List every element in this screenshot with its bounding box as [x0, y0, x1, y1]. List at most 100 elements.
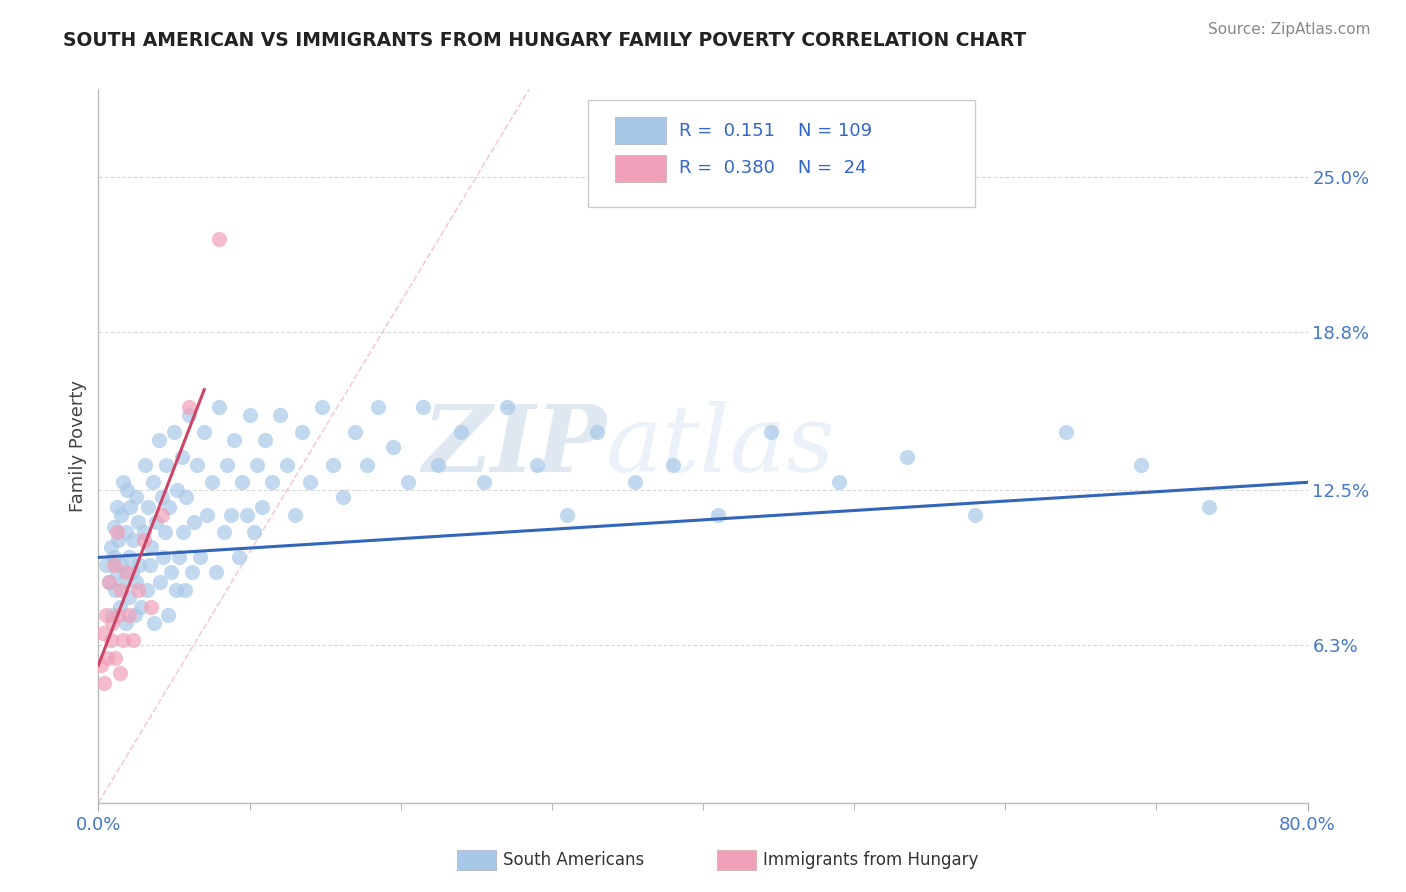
Point	[250, 500, 273, 515]
Point	[122, 533, 145, 547]
Point	[118, 607, 141, 622]
Point	[108, 600, 131, 615]
Point	[291, 425, 314, 440]
Point	[122, 633, 145, 648]
Text: SOUTH AMERICAN VS IMMIGRANTS FROM HUNGARY FAMILY POVERTY CORRELATION CHART: SOUTH AMERICAN VS IMMIGRANTS FROM HUNGAR…	[63, 31, 1026, 50]
Point	[235, 508, 257, 522]
Point	[311, 400, 333, 414]
Point	[127, 516, 149, 530]
Point	[243, 525, 266, 540]
Point	[125, 491, 148, 505]
Point	[450, 425, 472, 440]
Point	[179, 400, 201, 414]
Text: R =  0.380    N =  24: R = 0.380 N = 24	[679, 159, 866, 177]
Point	[246, 458, 269, 472]
Point	[555, 508, 578, 522]
Point	[170, 450, 193, 465]
Point	[112, 575, 135, 590]
Point	[221, 508, 243, 522]
Text: R =  0.151    N = 109: R = 0.151 N = 109	[679, 121, 872, 139]
Point	[1198, 500, 1220, 515]
Point	[118, 550, 141, 565]
Point	[1054, 425, 1077, 440]
Point	[150, 491, 173, 505]
Point	[100, 633, 122, 648]
Point	[299, 475, 322, 490]
Y-axis label: Family Poverty: Family Poverty	[69, 380, 87, 512]
Point	[707, 508, 730, 522]
Point	[193, 425, 215, 440]
Point	[110, 558, 132, 572]
Point	[186, 458, 208, 472]
Point	[152, 550, 174, 565]
Text: atlas: atlas	[606, 401, 835, 491]
Point	[93, 675, 115, 690]
Point	[142, 475, 165, 490]
Point	[382, 440, 405, 454]
Point	[179, 408, 201, 422]
Point	[125, 575, 148, 590]
Point	[344, 425, 367, 440]
Point	[253, 433, 276, 447]
Point	[111, 475, 134, 490]
Point	[166, 483, 188, 497]
Point	[239, 408, 262, 422]
Point	[208, 400, 231, 414]
Point	[156, 607, 179, 622]
Point	[174, 491, 197, 505]
Point	[100, 541, 122, 555]
Point	[94, 558, 117, 572]
Bar	[614, 117, 665, 145]
Point	[526, 458, 548, 472]
Point	[110, 508, 132, 522]
Point	[427, 458, 450, 472]
Point	[135, 582, 157, 597]
Point	[1130, 458, 1153, 472]
Point	[367, 400, 389, 414]
Point	[231, 475, 253, 490]
Point	[322, 458, 344, 472]
Point	[145, 516, 167, 530]
Point	[115, 483, 138, 497]
Point	[173, 582, 195, 597]
Point	[103, 558, 125, 572]
Point	[205, 566, 228, 580]
Point	[94, 607, 117, 622]
Point	[759, 425, 782, 440]
Point	[104, 582, 127, 597]
Point	[98, 575, 121, 590]
Point	[165, 582, 187, 597]
Point	[224, 433, 246, 447]
Text: Source: ZipAtlas.com: Source: ZipAtlas.com	[1208, 22, 1371, 37]
Point	[201, 475, 224, 490]
Point	[136, 500, 159, 515]
Point	[215, 458, 238, 472]
Point	[128, 558, 150, 572]
Point	[172, 525, 194, 540]
Point	[472, 475, 495, 490]
Point	[108, 665, 131, 680]
Point	[181, 566, 204, 580]
Point	[103, 550, 125, 565]
Point	[129, 600, 152, 615]
Point	[132, 533, 155, 547]
Point	[163, 425, 186, 440]
Point	[153, 525, 176, 540]
Point	[150, 508, 173, 522]
Point	[107, 607, 129, 622]
Point	[121, 566, 143, 580]
Point	[208, 232, 231, 246]
Point	[495, 400, 517, 414]
Text: ZIP: ZIP	[422, 401, 606, 491]
Point	[90, 658, 112, 673]
Point	[661, 458, 683, 472]
Point	[134, 458, 156, 472]
Point	[124, 607, 146, 622]
Point	[284, 508, 307, 522]
Point	[412, 400, 434, 414]
Point	[127, 582, 149, 597]
Point	[167, 550, 190, 565]
Point	[103, 520, 125, 534]
Point	[159, 500, 181, 515]
Point	[118, 591, 141, 605]
